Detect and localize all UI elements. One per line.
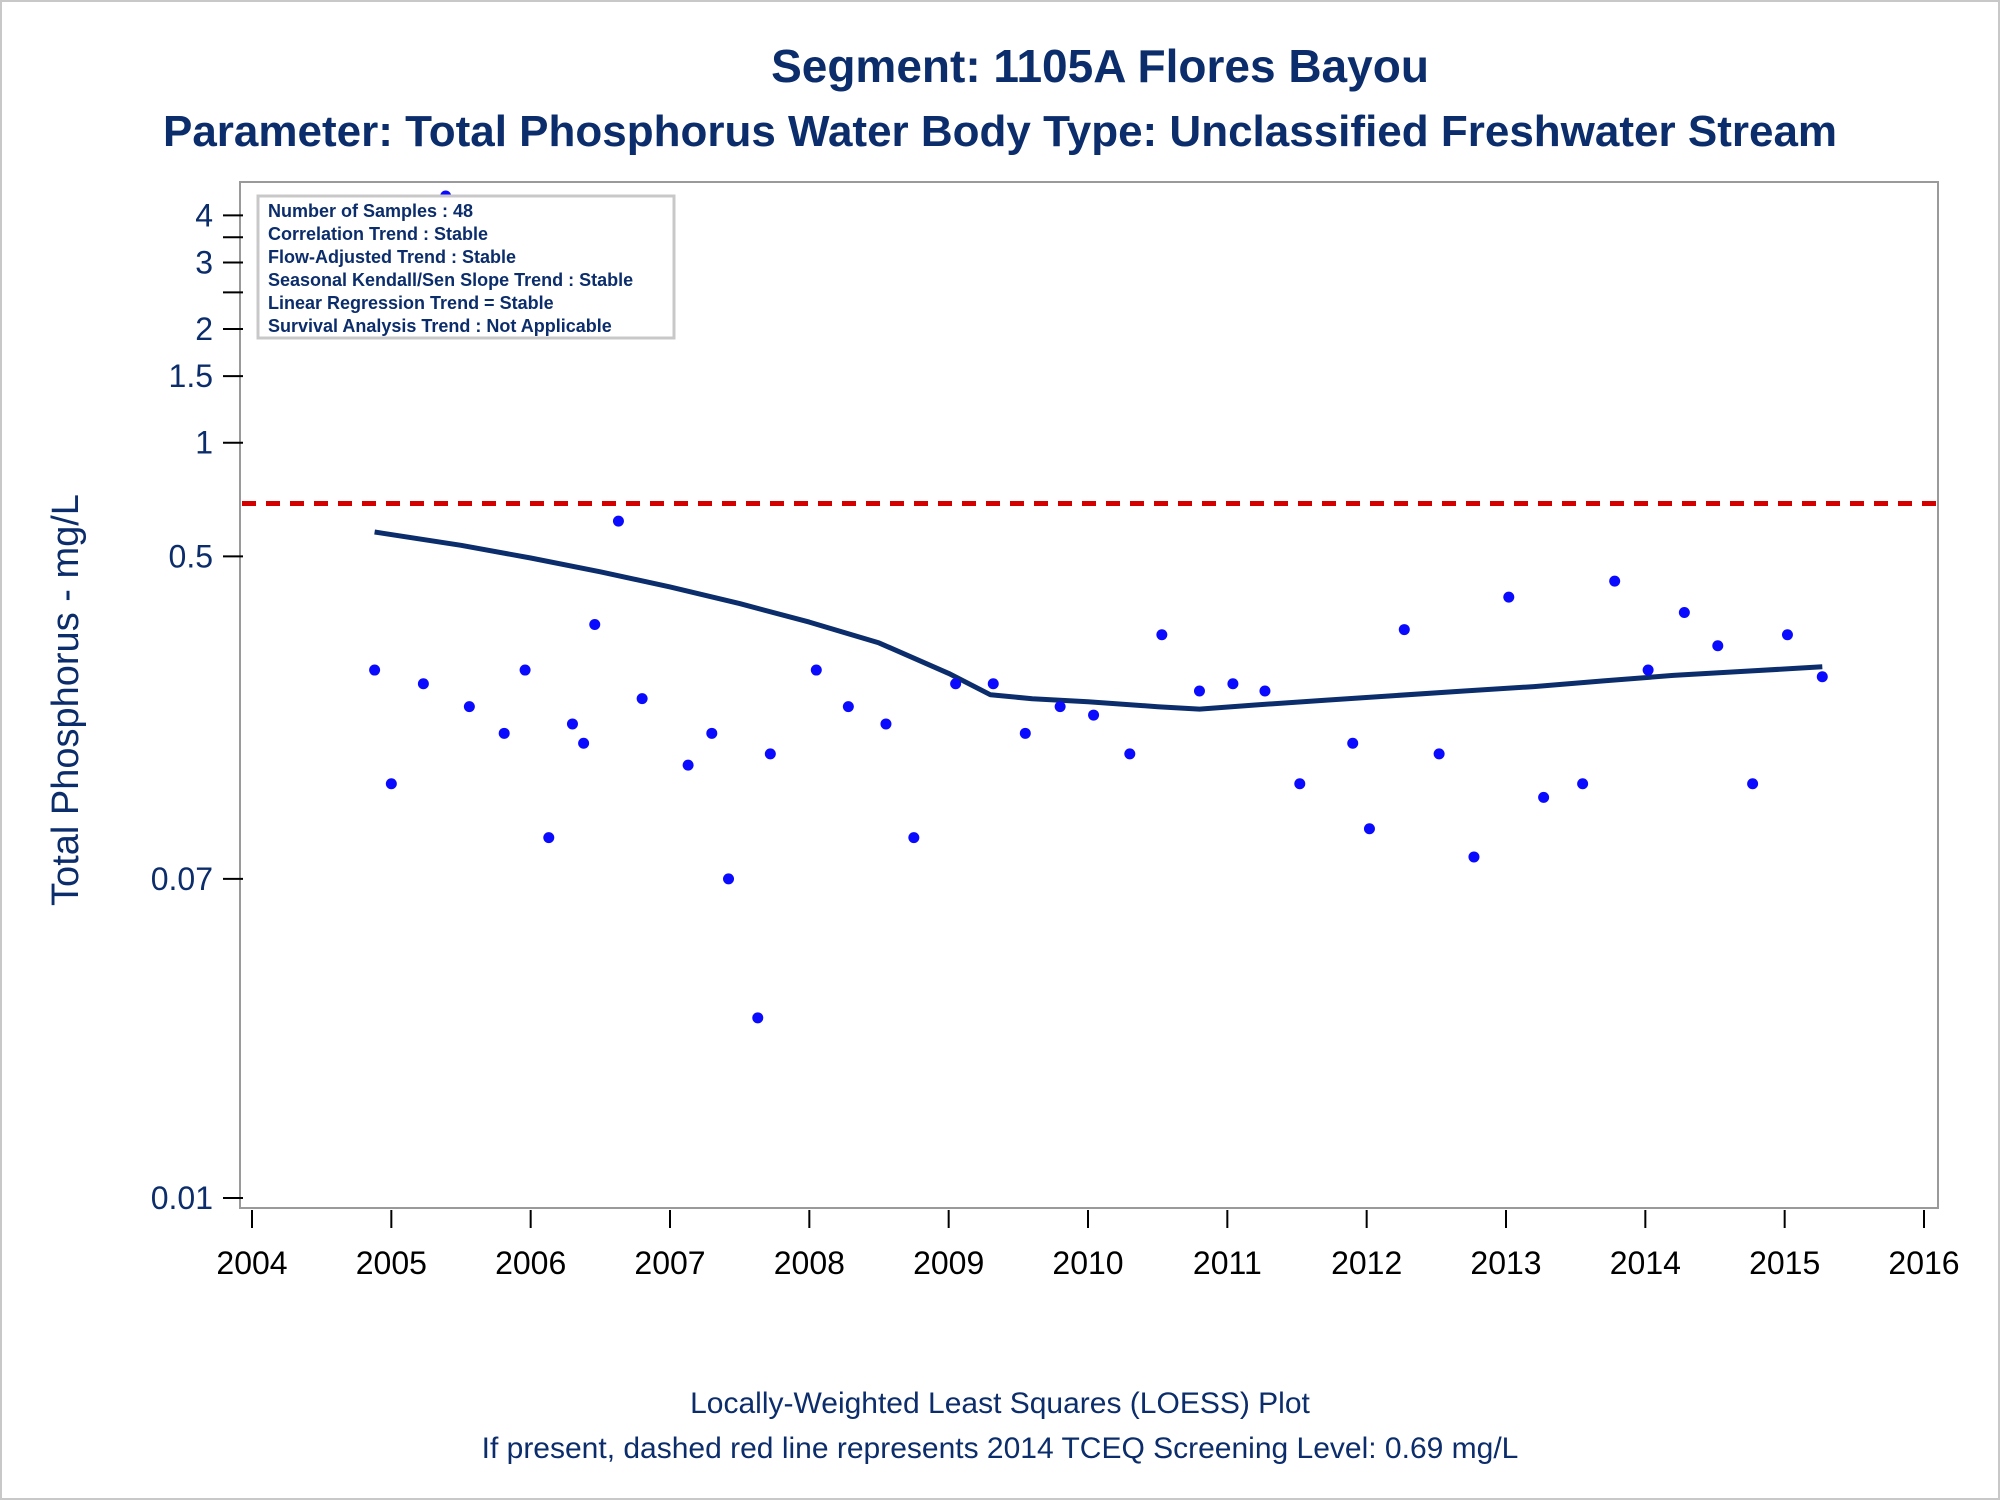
data-point (1156, 629, 1168, 641)
data-point (764, 748, 776, 760)
y-tick-label: 2 (195, 311, 213, 347)
data-point (752, 1012, 764, 1024)
y-tick-label: 3 (195, 245, 213, 281)
data-points (369, 190, 1828, 1024)
info-box-line: Correlation Trend : Stable (268, 224, 488, 244)
info-box-line: Survival Analysis Trend : Not Applicable (268, 316, 612, 336)
y-tick-label: 1 (195, 425, 213, 461)
x-tick-label: 2016 (1888, 1245, 1959, 1281)
chart-subtitle: Parameter: Total Phosphorus Water Body T… (163, 107, 1837, 156)
data-point (636, 693, 648, 705)
info-box-line: Seasonal Kendall/Sen Slope Trend : Stabl… (268, 270, 633, 290)
data-point (578, 737, 590, 749)
data-point (880, 718, 892, 730)
y-tick-label: 1.5 (169, 358, 213, 394)
data-point (1468, 851, 1480, 863)
y-tick-label: 0.5 (169, 538, 213, 574)
data-point (908, 832, 920, 844)
x-tick-label: 2013 (1470, 1245, 1541, 1281)
data-point (1642, 664, 1654, 676)
data-point (1538, 791, 1550, 803)
x-tick-label: 2007 (634, 1245, 705, 1281)
data-point (612, 515, 624, 527)
data-point (950, 678, 962, 690)
y-axis-label: Total Phosphorus - mg/L (45, 494, 87, 906)
x-tick-label: 2006 (495, 1245, 566, 1281)
data-point (566, 718, 578, 730)
y-tick-label: 0.01 (151, 1180, 213, 1216)
info-box-line: Number of Samples : 48 (268, 201, 473, 221)
data-point (1747, 778, 1759, 790)
data-point (1678, 607, 1690, 619)
data-point (589, 619, 601, 631)
data-point (1193, 685, 1205, 697)
plot-area (239, 181, 1939, 1209)
data-point (1503, 591, 1515, 603)
data-point (1227, 678, 1239, 690)
loess-trend-line (374, 529, 1823, 712)
data-point (1712, 640, 1724, 652)
chart-title: Segment: 1105A Flores Bayou (771, 40, 1429, 92)
data-point (463, 701, 475, 713)
data-point (682, 759, 694, 771)
x-axis: 2004 2005 2006 2007 2008 2009 2010 2011 2012 2013… (216, 1210, 1960, 1281)
data-point (723, 873, 735, 885)
data-point (498, 727, 510, 739)
x-tick-label: 2012 (1331, 1245, 1402, 1281)
data-point (1124, 748, 1136, 760)
data-point (706, 727, 718, 739)
data-point (1088, 709, 1100, 721)
data-point (1019, 727, 1031, 739)
info-box-line: Flow-Adjusted Trend : Stable (268, 247, 516, 267)
footnote-loess: Locally-Weighted Least Squares (LOESS) P… (690, 1387, 1310, 1420)
x-tick-label: 2004 (216, 1245, 287, 1281)
x-tick-label: 2010 (1052, 1245, 1123, 1281)
data-point (1347, 737, 1359, 749)
data-point (842, 701, 854, 713)
footnote-screening-level: If present, dashed red line represents 2… (482, 1432, 1519, 1465)
data-point (385, 778, 397, 790)
data-point (987, 678, 999, 690)
data-point (1054, 701, 1066, 713)
data-point (519, 664, 531, 676)
x-tick-label: 2008 (774, 1245, 845, 1281)
data-point (1294, 778, 1306, 790)
data-point (1816, 671, 1828, 683)
data-point (1781, 629, 1793, 641)
y-tick-label: 0.07 (151, 861, 213, 897)
data-point (1398, 624, 1410, 636)
info-box-border (256, 194, 676, 340)
data-point (543, 832, 555, 844)
y-tick-label: 4 (195, 197, 213, 233)
info-box-line: Linear Regression Trend = Stable (268, 293, 554, 313)
x-tick-label: 2009 (913, 1245, 984, 1281)
data-point (417, 678, 429, 690)
x-tick-label: 2011 (1193, 1245, 1262, 1281)
data-point (1363, 823, 1375, 835)
data-point (369, 664, 381, 676)
data-point (1433, 748, 1445, 760)
x-tick-label: 2015 (1749, 1245, 1820, 1281)
y-axis: 4 3 2 1.5 1 0.5 0.07 0.01 (151, 197, 243, 1216)
x-tick-label: 2005 (356, 1245, 427, 1281)
x-tick-label: 2014 (1610, 1245, 1681, 1281)
data-point (1259, 685, 1271, 697)
data-point (810, 664, 822, 676)
data-point (1577, 778, 1589, 790)
data-point (1609, 575, 1621, 587)
info-box: Number of Samples : 48 Correlation Trend … (256, 194, 676, 340)
